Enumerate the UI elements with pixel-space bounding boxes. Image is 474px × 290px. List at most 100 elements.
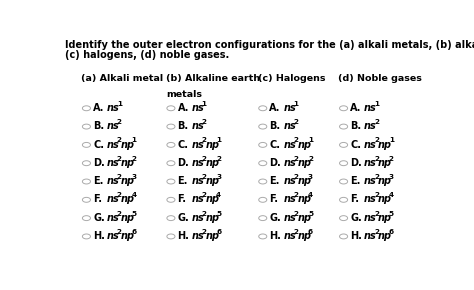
Text: 1: 1 [308,137,313,143]
Text: B.: B. [269,121,281,131]
Text: 2: 2 [216,156,221,162]
Text: np: np [121,139,135,150]
Text: (b) Alkaline earth: (b) Alkaline earth [166,74,260,83]
Text: H.: H. [93,231,105,241]
Text: E.: E. [93,176,103,186]
Text: np: np [378,195,392,204]
Text: 3: 3 [216,174,221,180]
Text: 2: 2 [201,156,206,162]
Text: 2: 2 [293,229,298,235]
Text: 5: 5 [216,211,221,217]
Text: ns: ns [364,231,377,241]
Text: C.: C. [350,139,361,150]
Text: D.: D. [93,158,105,168]
Text: np: np [297,195,311,204]
Text: 4: 4 [389,192,394,198]
Text: B.: B. [93,121,104,131]
Text: np: np [297,213,311,223]
Text: 4: 4 [308,192,313,198]
Text: np: np [205,231,219,241]
Text: F.: F. [350,195,359,204]
Text: G.: G. [269,213,281,223]
Text: 6: 6 [389,229,394,235]
Text: 3: 3 [308,174,313,180]
Text: 2: 2 [374,229,379,235]
Text: 4: 4 [216,192,221,198]
Text: ns: ns [364,121,377,131]
Text: ns: ns [191,176,204,186]
Text: Identify the outer electron configurations for the (a) alkali metals, (b) alkali: Identify the outer electron configuratio… [65,40,474,50]
Text: H.: H. [269,231,281,241]
Text: 1: 1 [216,137,221,143]
Text: 2: 2 [117,211,122,217]
Text: 2: 2 [293,119,298,125]
Text: (c) halogens, (d) noble gases.: (c) halogens, (d) noble gases. [65,50,229,60]
Text: np: np [121,158,135,168]
Text: F.: F. [269,195,278,204]
Text: np: np [121,176,135,186]
Text: (d) Noble gases: (d) Noble gases [338,74,422,83]
Text: ns: ns [364,158,377,168]
Text: ns: ns [364,176,377,186]
Text: ns: ns [283,176,296,186]
Text: C.: C. [178,139,189,150]
Text: ns: ns [107,195,120,204]
Text: 5: 5 [308,211,313,217]
Text: 2: 2 [117,156,122,162]
Text: 2: 2 [117,229,122,235]
Text: 2: 2 [201,211,206,217]
Text: G.: G. [178,213,189,223]
Text: np: np [205,195,219,204]
Text: 2: 2 [308,156,313,162]
Text: 2: 2 [201,229,206,235]
Text: 2: 2 [293,174,298,180]
Text: H.: H. [350,231,362,241]
Text: ns: ns [283,213,296,223]
Text: 2: 2 [201,119,206,125]
Text: 1: 1 [389,137,394,143]
Text: 2: 2 [374,156,379,162]
Text: ns: ns [107,103,120,113]
Text: ns: ns [107,139,120,150]
Text: np: np [297,158,311,168]
Text: 5: 5 [132,211,137,217]
Text: 2: 2 [374,174,379,180]
Text: ns: ns [191,139,204,150]
Text: 2: 2 [201,192,206,198]
Text: ns: ns [283,139,296,150]
Text: F.: F. [178,195,187,204]
Text: ns: ns [107,213,120,223]
Text: np: np [205,213,219,223]
Text: 2: 2 [389,156,394,162]
Text: np: np [121,231,135,241]
Text: 2: 2 [374,119,379,125]
Text: D.: D. [178,158,189,168]
Text: ns: ns [191,195,204,204]
Text: np: np [121,213,135,223]
Text: 2: 2 [293,137,298,143]
Text: np: np [297,139,311,150]
Text: A.: A. [178,103,189,113]
Text: np: np [205,139,219,150]
Text: A.: A. [269,103,281,113]
Text: ns: ns [364,213,377,223]
Text: ns: ns [283,195,296,204]
Text: np: np [205,158,219,168]
Text: np: np [378,158,392,168]
Text: np: np [378,213,392,223]
Text: 2: 2 [117,119,122,125]
Text: E.: E. [178,176,188,186]
Text: 2: 2 [117,192,122,198]
Text: E.: E. [269,176,280,186]
Text: ns: ns [191,158,204,168]
Text: A.: A. [350,103,362,113]
Text: 2: 2 [293,192,298,198]
Text: metals: metals [166,90,202,99]
Text: D.: D. [269,158,281,168]
Text: E.: E. [350,176,361,186]
Text: 3: 3 [132,174,137,180]
Text: np: np [205,176,219,186]
Text: np: np [297,176,311,186]
Text: ns: ns [191,213,204,223]
Text: np: np [297,231,311,241]
